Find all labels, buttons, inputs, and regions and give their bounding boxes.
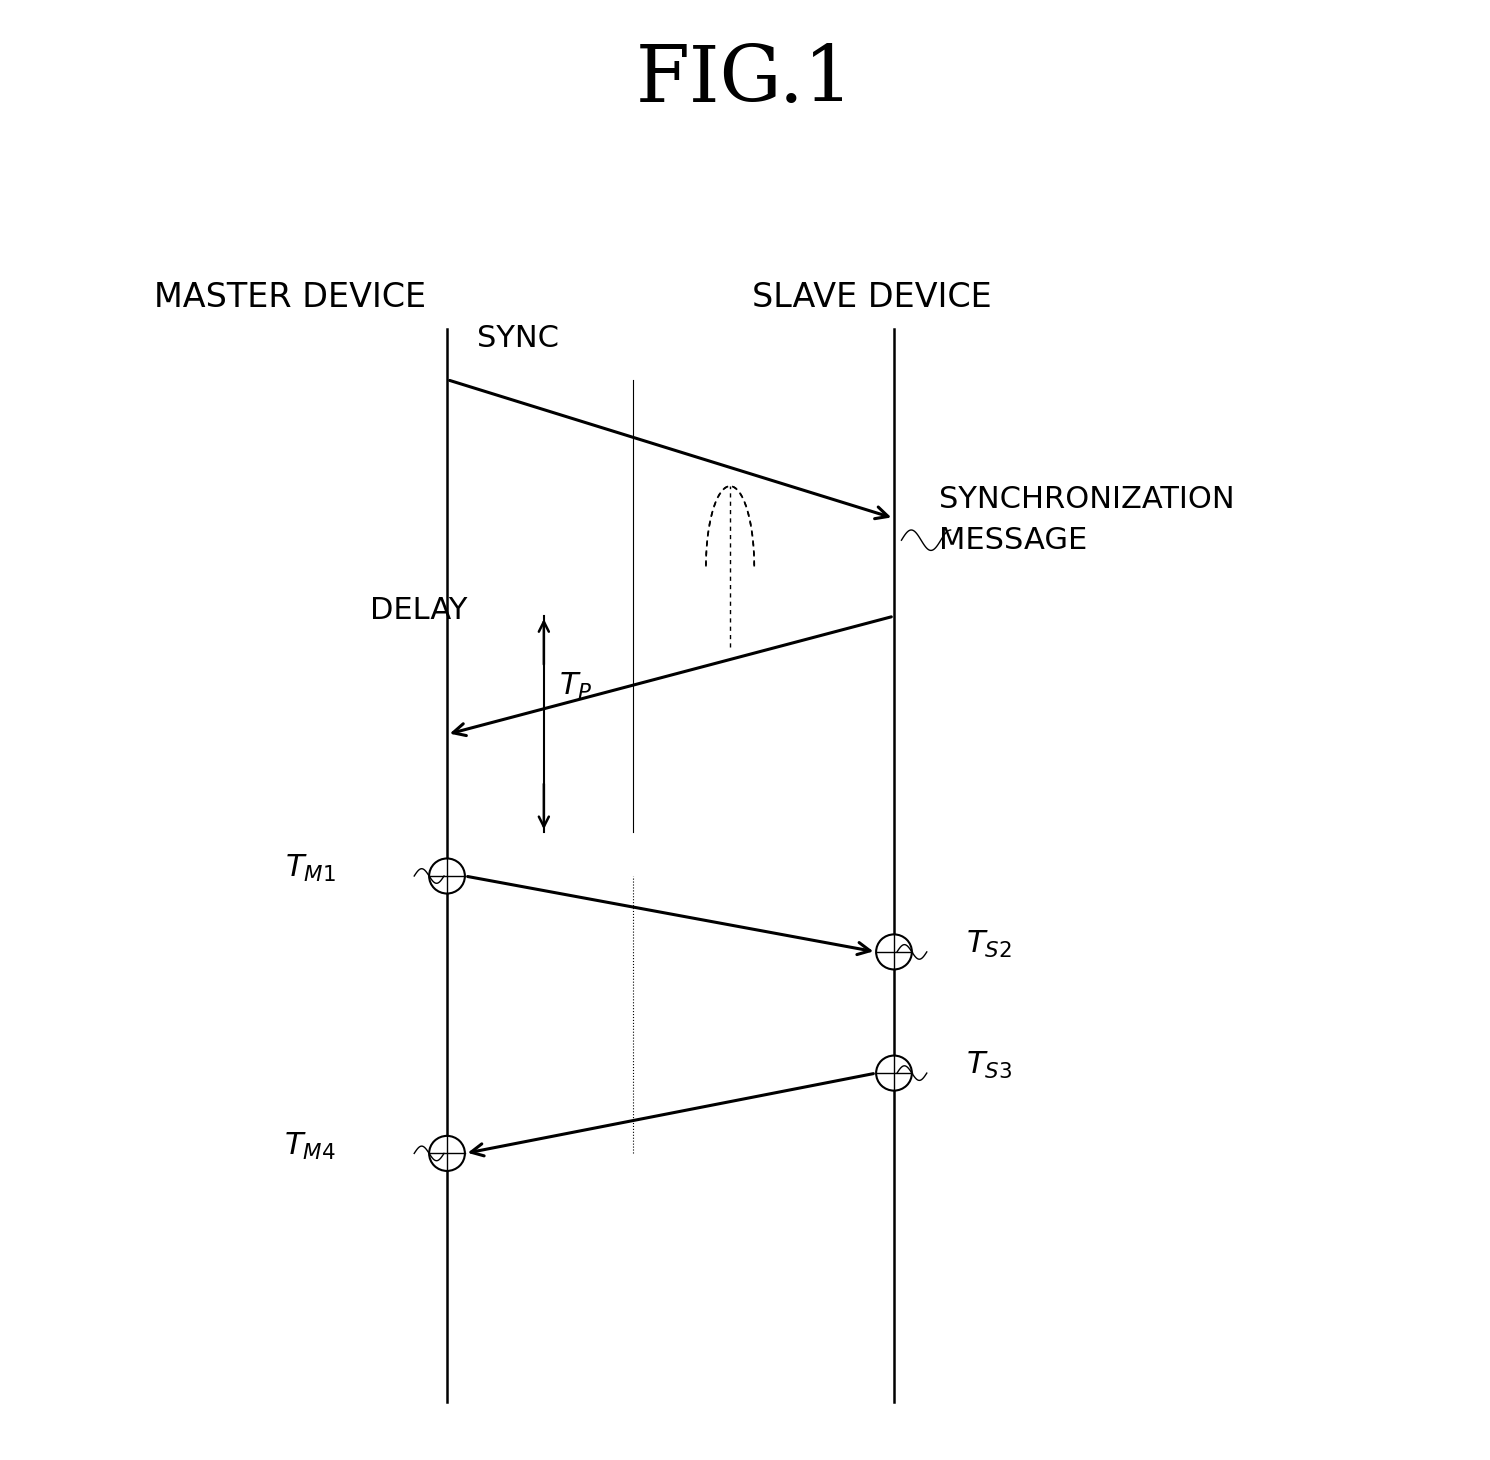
Text: MASTER DEVICE: MASTER DEVICE (155, 280, 426, 314)
Text: SYNC: SYNC (477, 324, 559, 353)
Text: $T_{M4}$: $T_{M4}$ (283, 1130, 335, 1162)
Text: DELAY: DELAY (370, 596, 466, 625)
Text: $T_P$: $T_P$ (559, 670, 592, 702)
Text: $T_{M1}$: $T_{M1}$ (285, 853, 335, 885)
Circle shape (876, 1056, 912, 1091)
Text: MESSAGE: MESSAGE (939, 526, 1086, 555)
Text: FIG.1: FIG.1 (636, 42, 854, 118)
Text: SLAVE DEVICE: SLAVE DEVICE (752, 280, 991, 314)
Text: $T_{S3}$: $T_{S3}$ (966, 1050, 1012, 1082)
Circle shape (429, 1136, 465, 1171)
Text: $T_{S2}$: $T_{S2}$ (966, 929, 1012, 961)
Text: SYNCHRONIZATION: SYNCHRONIZATION (939, 485, 1234, 514)
Circle shape (876, 934, 912, 969)
Circle shape (429, 858, 465, 894)
